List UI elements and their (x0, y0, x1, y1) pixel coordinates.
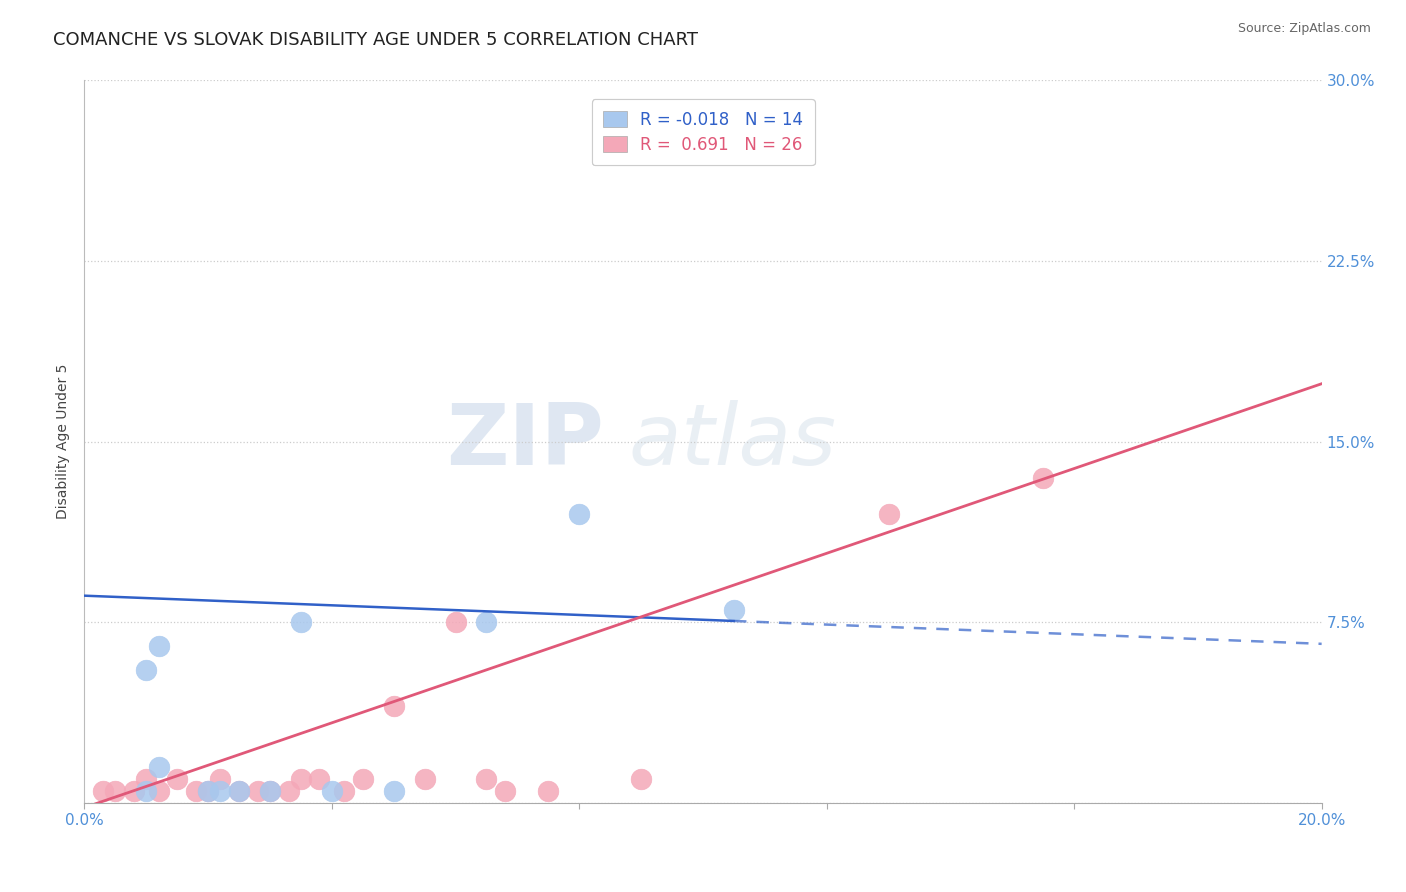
Point (352, 772, 374, 786)
Point (184, 784, 207, 798)
Point (209, 784, 232, 798)
Y-axis label: Disability Age Under 5: Disability Age Under 5 (56, 364, 70, 519)
Point (630, 772, 652, 786)
Legend: R = -0.018   N = 14, R =  0.691   N = 26: R = -0.018 N = 14, R = 0.691 N = 26 (592, 99, 814, 165)
Text: atlas: atlas (628, 400, 837, 483)
Text: ZIP: ZIP (446, 400, 605, 483)
Point (537, 784, 560, 798)
Point (148, 639, 170, 653)
Point (308, 772, 330, 786)
Text: Source: ZipAtlas.com: Source: ZipAtlas.com (1237, 22, 1371, 36)
Point (104, 784, 127, 798)
Point (197, 784, 219, 798)
Point (135, 664, 157, 678)
Point (568, 507, 591, 521)
Point (259, 784, 281, 798)
Point (259, 784, 281, 798)
Point (246, 784, 269, 798)
Point (209, 772, 232, 786)
Point (494, 784, 516, 798)
Point (475, 772, 498, 786)
Point (877, 507, 900, 521)
Point (197, 784, 219, 798)
Point (148, 784, 170, 798)
Point (413, 772, 436, 786)
Point (382, 784, 405, 798)
Point (321, 784, 343, 798)
Point (475, 615, 498, 630)
Text: COMANCHE VS SLOVAK DISABILITY AGE UNDER 5 CORRELATION CHART: COMANCHE VS SLOVAK DISABILITY AGE UNDER … (53, 31, 699, 49)
Point (228, 784, 250, 798)
Point (290, 772, 312, 786)
Point (723, 603, 745, 617)
Point (382, 699, 405, 714)
Point (135, 772, 157, 786)
Point (166, 772, 188, 786)
Point (122, 784, 145, 798)
Point (148, 760, 170, 774)
Point (290, 615, 312, 630)
Point (333, 784, 356, 798)
Point (1032, 470, 1054, 484)
Point (277, 784, 299, 798)
Point (135, 784, 157, 798)
Point (228, 784, 250, 798)
Point (444, 615, 467, 630)
Point (91, 784, 114, 798)
